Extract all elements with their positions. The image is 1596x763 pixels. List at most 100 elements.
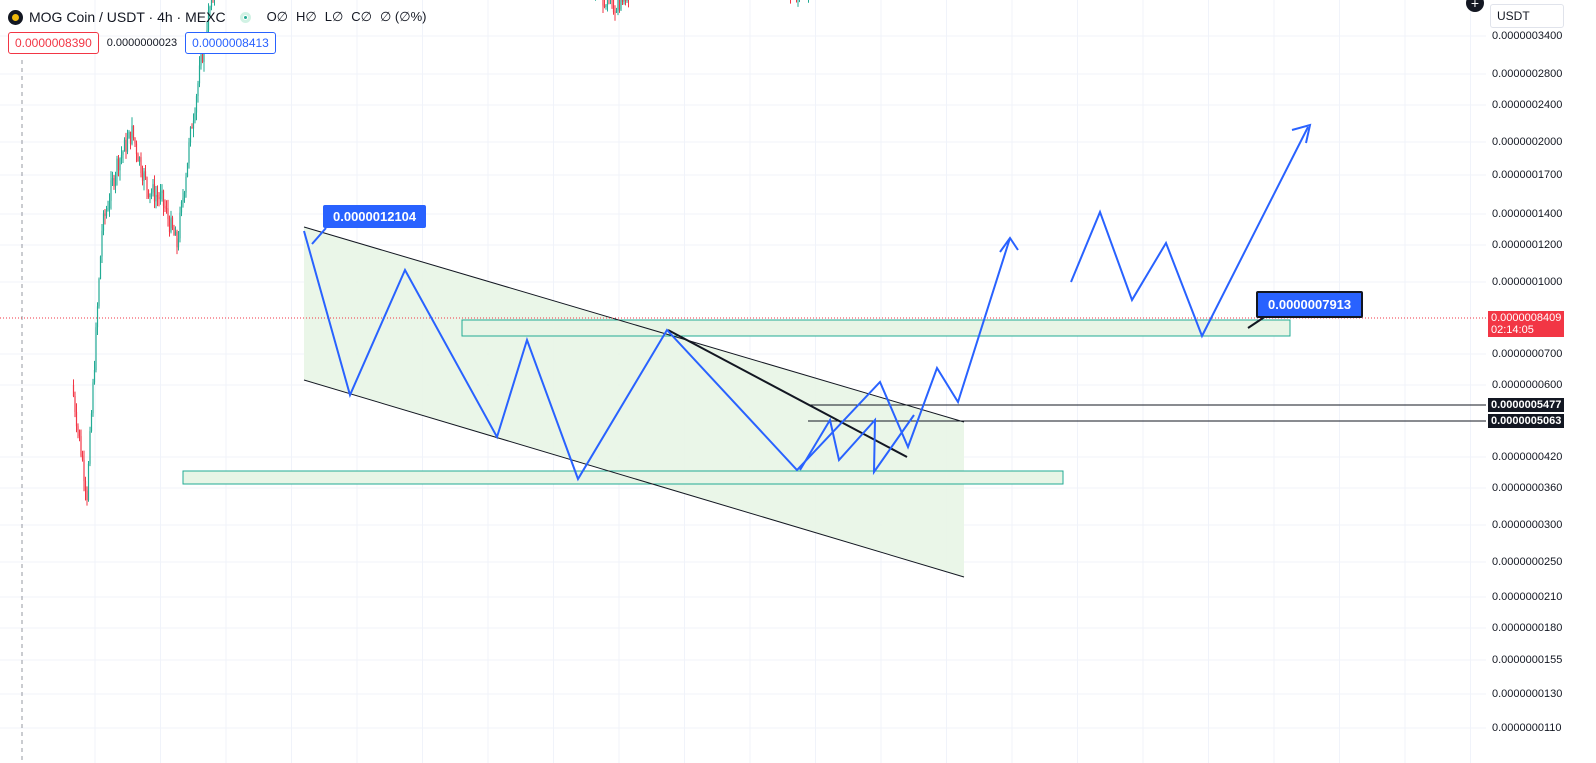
- candle-body: [132, 125, 135, 138]
- candle-body: [188, 142, 190, 163]
- candle-body: [98, 278, 100, 307]
- candle-body: [143, 171, 145, 181]
- price-tick-label: 0.0000000130: [1492, 688, 1563, 700]
- candle-body: [194, 112, 196, 121]
- candle-body: [134, 137, 136, 144]
- candle-body: [180, 201, 183, 213]
- callout-pointer-high: [311, 227, 327, 245]
- price-tick-label: 0.0000000300: [1492, 519, 1563, 531]
- candle-body: [617, 0, 619, 11]
- candle-body: [209, 6, 211, 11]
- price-tick-label: 0.0000001700: [1492, 169, 1563, 181]
- candle-body: [128, 131, 130, 139]
- candle-body: [135, 143, 138, 155]
- market-status-icon[interactable]: [239, 11, 251, 23]
- price-tick-label: 0.0000002400: [1492, 99, 1563, 111]
- candle-body: [110, 180, 112, 201]
- current-price-tag: 0.0000008409 02:14:05: [1488, 311, 1564, 337]
- currency-selector[interactable]: USDT: [1490, 4, 1564, 28]
- candle-body: [144, 171, 147, 178]
- candle-body: [179, 212, 181, 239]
- price-tick-label: 0.0000000180: [1492, 622, 1563, 634]
- candle-body: [93, 369, 96, 383]
- candle-body: [101, 230, 103, 257]
- descending-channel-fill: [304, 227, 964, 577]
- candle-body: [161, 190, 163, 194]
- price-callout-target[interactable]: 0.0000007913: [1256, 291, 1364, 318]
- candle-body: [620, 0, 622, 10]
- buy-price-button[interactable]: 0.0000008413: [185, 32, 276, 54]
- spread-value: 0.0000000023: [106, 37, 178, 49]
- close-value: C∅: [351, 9, 372, 24]
- change-value: ∅ (∅%): [380, 9, 427, 24]
- level-label-lower: 0.0000005063: [1488, 414, 1564, 428]
- price-tick-label: 0.0000002800: [1492, 68, 1563, 80]
- candle-body: [191, 127, 193, 129]
- candle-body: [195, 96, 198, 113]
- candle-body: [618, 0, 621, 10]
- coin-logo-icon: [8, 9, 23, 25]
- candle-body: [189, 127, 192, 143]
- candle-body: [125, 139, 127, 152]
- candle-body: [90, 413, 93, 432]
- candle-body: [176, 231, 178, 248]
- candle-body: [623, 0, 625, 2]
- candle-body: [183, 192, 186, 198]
- candle-body: [108, 200, 111, 209]
- price-tick-label: 0.0000001000: [1492, 276, 1563, 288]
- candle-body: [113, 178, 115, 187]
- candle-body: [95, 327, 97, 370]
- candle-body: [72, 384, 75, 397]
- supply-zone: [461, 319, 1291, 337]
- grid-layer: [0, 0, 1486, 763]
- candle-body: [602, 0, 604, 6]
- candle-body: [210, 0, 213, 7]
- candle-body: [152, 184, 154, 193]
- low-value: L∅: [324, 9, 344, 24]
- candle-body: [156, 194, 159, 198]
- candle-body: [117, 158, 120, 171]
- price-tick-label: 0.0000001200: [1492, 239, 1563, 251]
- candle-body: [182, 197, 184, 202]
- wave-path-detail: [799, 414, 915, 476]
- candle-body: [164, 205, 166, 208]
- candle-body: [75, 411, 78, 427]
- candle-body: [198, 65, 201, 84]
- candle-body: [77, 426, 79, 431]
- candle-body: [138, 157, 141, 162]
- symbol-header: MOG Coin / USDT · 4h · MEXC O∅ H∅ L∅ C∅ …: [8, 6, 426, 28]
- candle-body: [104, 213, 106, 216]
- candle-body: [111, 178, 114, 181]
- candle-body: [86, 490, 88, 501]
- price-tick-label: 0.0000000600: [1492, 379, 1563, 391]
- candle-body: [158, 197, 160, 200]
- candle-body: [207, 10, 210, 31]
- price-tick-label: 0.0000000420: [1492, 451, 1563, 463]
- candle-body: [102, 213, 105, 231]
- add-plus-icon[interactable]: +: [1466, 0, 1484, 12]
- symbol-title[interactable]: MOG Coin / USDT · 4h · MEXC: [29, 9, 226, 25]
- candle-body: [624, 0, 627, 1]
- candle-body: [165, 207, 168, 209]
- current-price-value: 0.0000008409: [1491, 312, 1562, 324]
- candle-body: [99, 256, 102, 279]
- candle-body: [150, 192, 153, 194]
- trade-price-row: 0.0000008390 0.0000000023 0.0000008413: [8, 32, 276, 54]
- price-callout-high[interactable]: 0.0000012104: [323, 205, 427, 228]
- candle-body: [131, 125, 133, 144]
- candle-body: [78, 430, 81, 437]
- candle-body: [185, 176, 187, 193]
- candle-body: [159, 193, 162, 200]
- level-label-upper: 0.0000005477: [1488, 398, 1564, 412]
- candle-body: [123, 139, 126, 152]
- candle-body: [201, 54, 204, 62]
- candle-body: [155, 194, 157, 202]
- candle-body: [107, 208, 109, 211]
- candle-body: [186, 162, 189, 177]
- sell-price-button[interactable]: 0.0000008390: [8, 32, 99, 54]
- candle-body: [81, 455, 84, 460]
- candle-body: [89, 431, 91, 464]
- wave-path-projection: [1070, 126, 1309, 339]
